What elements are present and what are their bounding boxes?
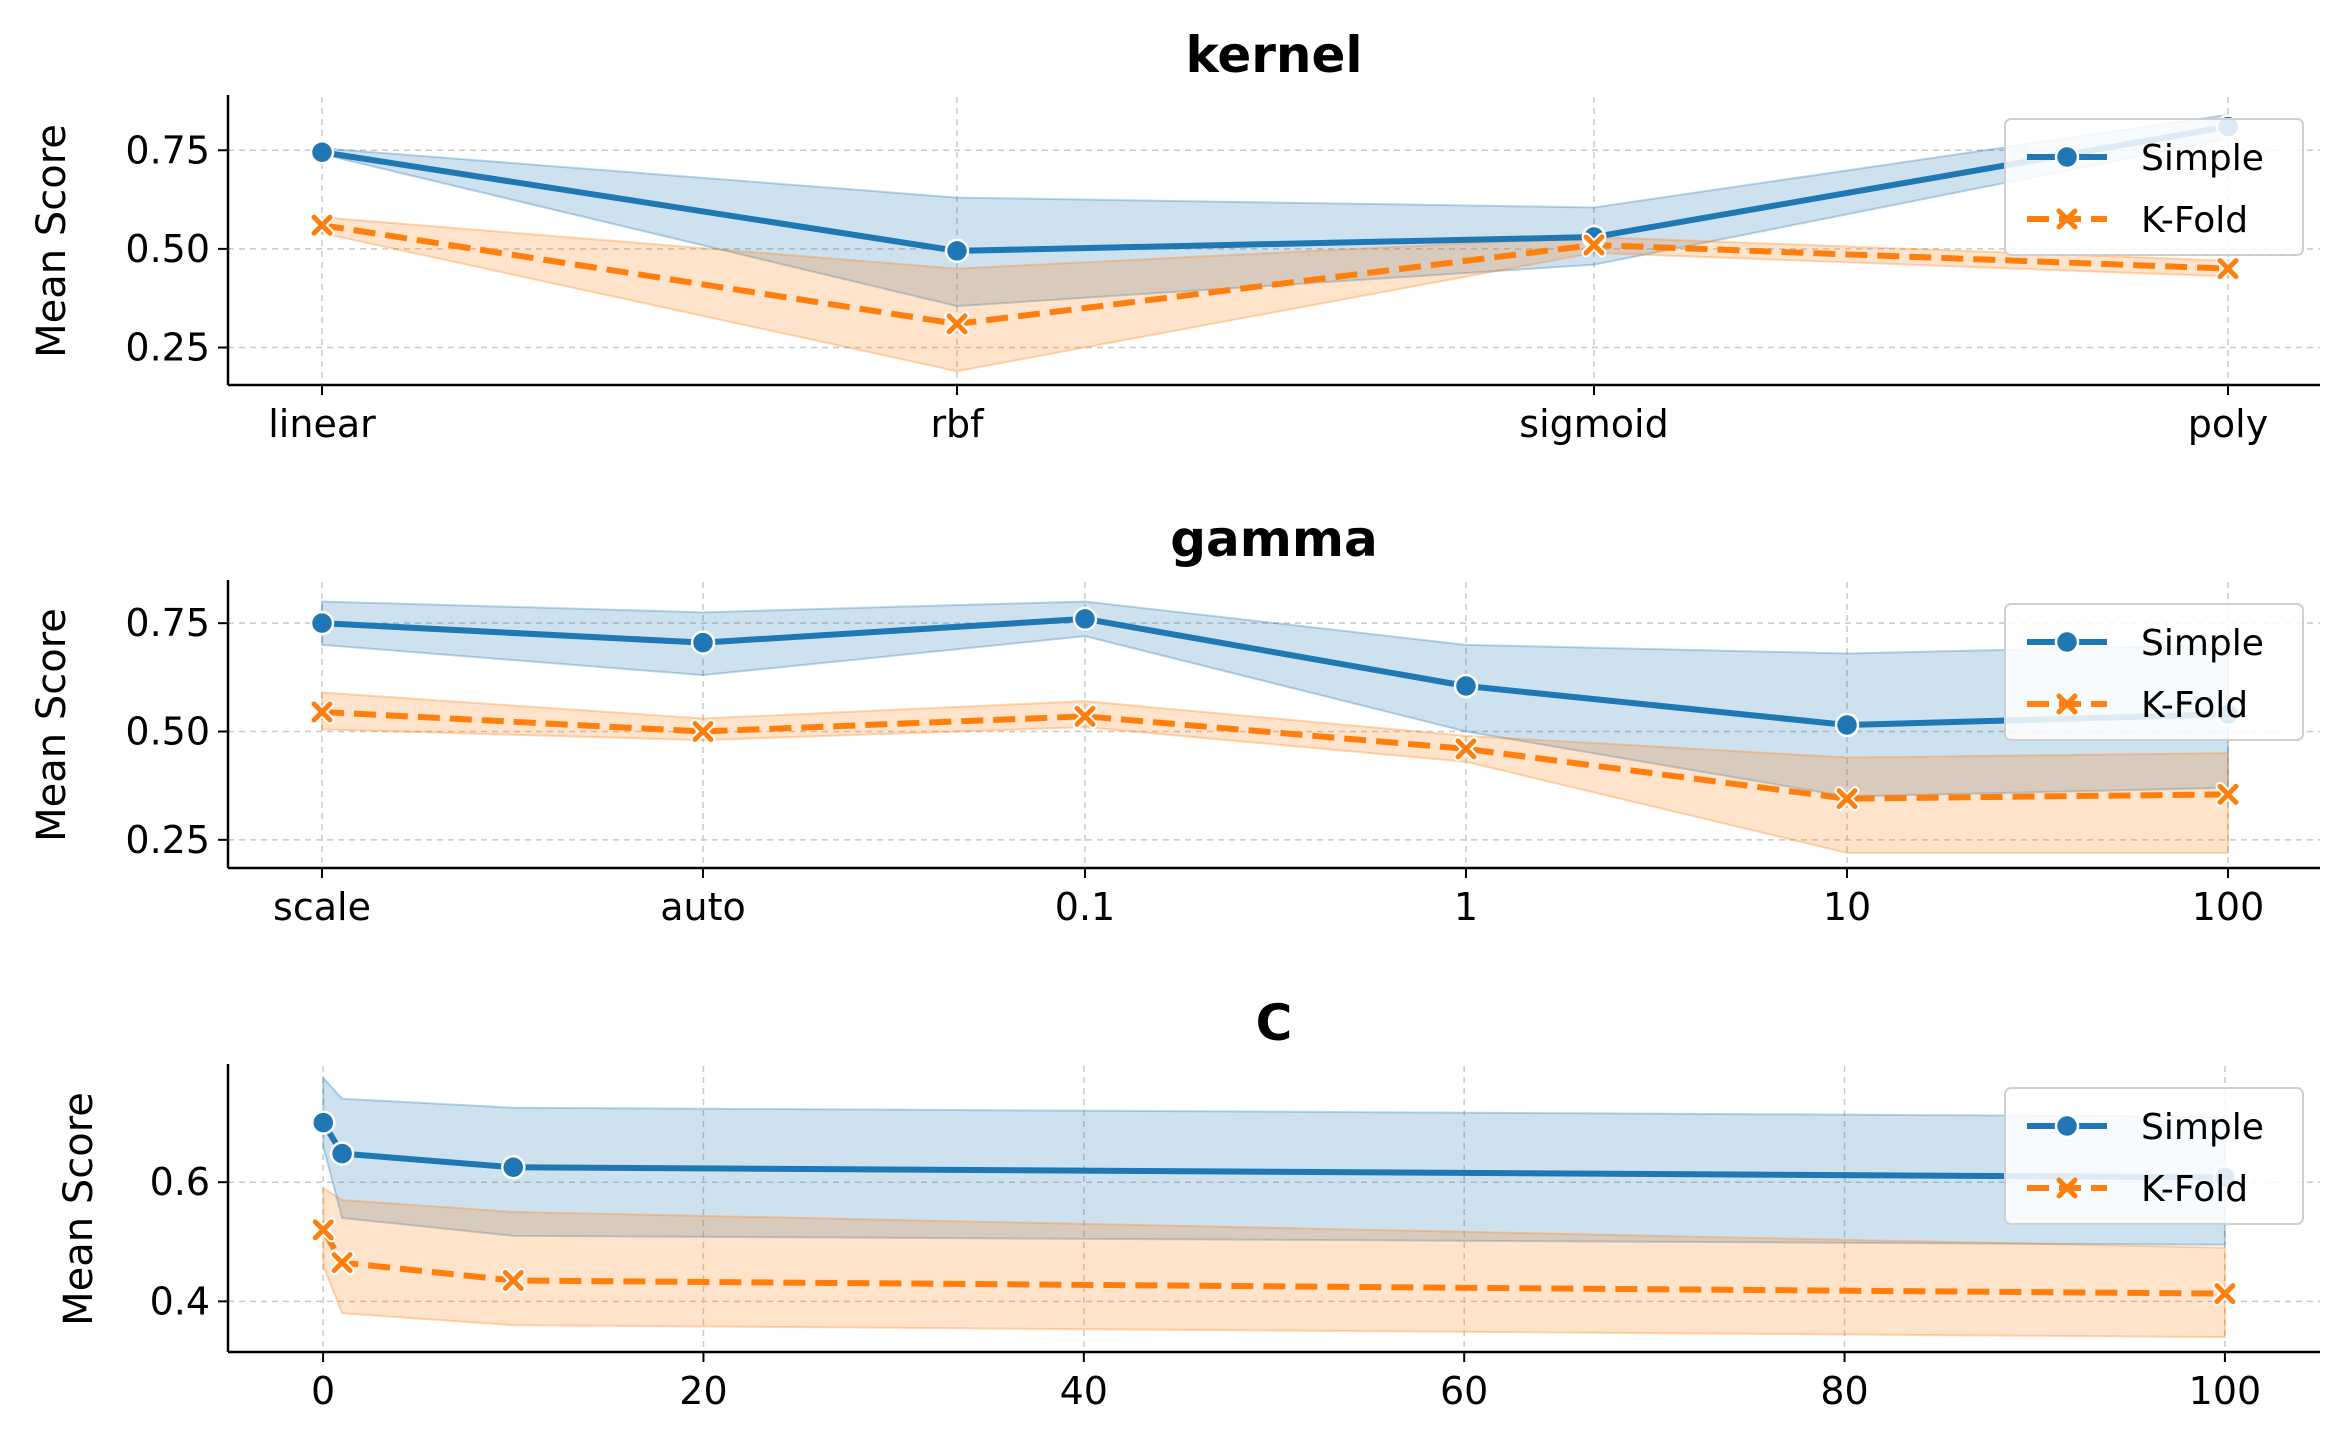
marker-cross	[1836, 788, 1858, 810]
x-tick-label: 20	[679, 1369, 727, 1413]
data-point-simple	[1072, 606, 1098, 632]
data-point-simple	[309, 610, 335, 636]
marker-cross	[331, 1252, 353, 1274]
marker-cross	[1074, 705, 1096, 727]
x-tick-label: 100	[2189, 1369, 2262, 1413]
y-tick-label: 0.6	[150, 1160, 210, 1204]
data-point-k-fold	[310, 1217, 336, 1243]
data-point-k-fold	[1453, 736, 1479, 762]
marker-cross	[2217, 258, 2239, 280]
data-point-k-fold	[690, 719, 716, 744]
series-line-simple	[320, 1121, 2225, 1181]
x-tick-label: auto	[660, 885, 746, 929]
legend-label-simple: Simple	[2141, 138, 2264, 179]
x-tick-label: 1	[1454, 885, 1478, 929]
marker-cross	[2217, 783, 2239, 805]
data-point-simple	[311, 1110, 336, 1135]
marker-cross	[502, 1270, 524, 1291]
chart-panel-kernel: kernel Mean Score linear rbf sigmoid poly 0.25…	[29, 26, 2320, 446]
y-tick-label: 0.75	[125, 128, 210, 172]
legend-marker-simple	[2054, 1113, 2080, 1139]
y-tick-label: 0.75	[125, 601, 210, 645]
chart-panel-c: C Mean Score 0 20 40 60 80 100 0.4 0.6 Simple K-Fol…	[56, 994, 2320, 1413]
data-point-k-fold	[2215, 256, 2241, 282]
data-point-k-fold	[2212, 1281, 2238, 1307]
data-point-simple	[329, 1141, 355, 1166]
marker-cross	[1455, 738, 1477, 760]
chart-panel-gamma: gamma Mean Score scale auto 0.1 1 10 100 0.25 0.5…	[29, 510, 2320, 929]
marker-cross	[946, 313, 968, 335]
x-tick-label: 10	[1823, 885, 1871, 929]
marker-cross	[692, 721, 714, 742]
data-point-k-fold	[944, 311, 970, 337]
marker-cross	[312, 1219, 334, 1241]
x-tick-label: rbf	[930, 402, 985, 446]
y-tick-label: 0.4	[150, 1279, 210, 1323]
x-tick-label: 60	[1440, 1369, 1488, 1413]
data-point-simple	[501, 1155, 526, 1180]
legend-label-k-fold: K-Fold	[2141, 685, 2248, 726]
data-point-simple	[309, 139, 335, 165]
data-point-k-fold	[1581, 232, 1607, 258]
x-tick-label: poly	[2188, 402, 2268, 446]
y-tick-label: 0.25	[125, 818, 210, 862]
series-line-simple	[321, 123, 2229, 254]
x-tick-label: sigmoid	[1519, 402, 1668, 446]
data-point-k-fold	[329, 1250, 355, 1276]
legend-label-k-fold: K-Fold	[2141, 1169, 2248, 1210]
chart-title: C	[1256, 994, 1293, 1052]
chart-title: gamma	[1170, 510, 1377, 568]
y-tick-label: 0.50	[125, 710, 210, 754]
x-tick-label: 0	[311, 1369, 335, 1413]
legend-marker-k-fold	[2056, 1177, 2078, 1199]
x-tick-label: 0.1	[1055, 885, 1115, 929]
chart-title: kernel	[1185, 26, 1362, 84]
legend-label-simple: Simple	[2141, 1107, 2264, 1148]
data-point-simple	[1834, 712, 1860, 738]
data-point-k-fold	[2215, 781, 2241, 807]
y-tick-label: 0.50	[125, 227, 210, 271]
series-line-k-fold	[321, 222, 2229, 327]
legend-marker-k-fold	[2056, 693, 2078, 715]
data-point-k-fold	[1072, 703, 1098, 729]
series-line-k-fold	[320, 1228, 2225, 1297]
x-tick-label: linear	[268, 402, 376, 446]
data-point-simple	[1453, 673, 1479, 699]
y-axis-label: Mean Score	[29, 608, 75, 842]
data-point-k-fold	[309, 699, 335, 725]
data-point-k-fold	[500, 1268, 526, 1293]
data-point-k-fold	[309, 212, 335, 238]
legend-label-k-fold: K-Fold	[2141, 200, 2248, 241]
y-axis-label: Mean Score	[29, 124, 75, 358]
confidence-band-simple	[321, 600, 2229, 798]
legend-label-simple: Simple	[2141, 623, 2264, 664]
legend-marker-k-fold	[2056, 208, 2078, 230]
x-tick-label: 40	[1060, 1369, 1108, 1413]
marker-cross	[311, 214, 333, 236]
marker-cross	[1583, 234, 1605, 256]
confidence-band-k-fold	[321, 691, 2229, 854]
marker-cross	[311, 701, 333, 723]
series-line-simple	[321, 615, 2229, 728]
data-point-k-fold	[1834, 786, 1860, 812]
legend: Simple K-Fold	[2004, 1087, 2304, 1225]
marker-cross	[2214, 1283, 2236, 1305]
y-axis-label: Mean Score	[56, 1092, 102, 1326]
legend-marker-simple	[2054, 629, 2080, 655]
y-tick-label: 0.25	[125, 326, 210, 370]
data-point-simple	[690, 630, 716, 655]
legend: Simple K-Fold	[2004, 118, 2304, 256]
x-tick-label: 80	[1820, 1369, 1868, 1413]
data-point-simple	[944, 238, 970, 264]
legend: Simple K-Fold	[2004, 603, 2304, 741]
confidence-band-k-fold	[322, 1186, 2226, 1339]
confidence-band-simple	[322, 1075, 2226, 1246]
confidence-band-k-fold	[321, 216, 2229, 373]
x-tick-label: scale	[273, 885, 371, 929]
legend-marker-simple	[2054, 144, 2080, 170]
x-tick-label: 100	[2192, 885, 2265, 929]
